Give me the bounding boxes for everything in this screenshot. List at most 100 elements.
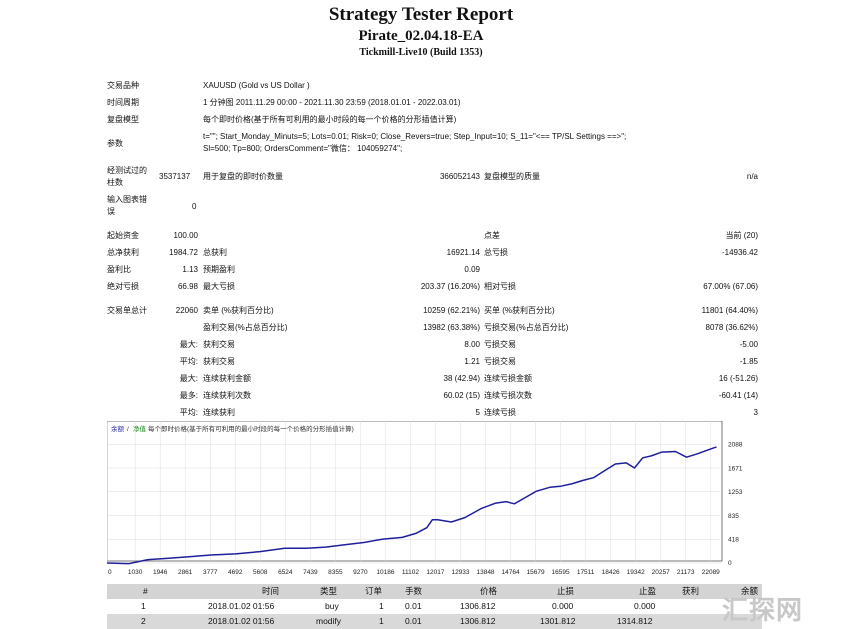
col-header-lots: 手数 xyxy=(405,586,423,596)
period-label: 时间周期 xyxy=(107,98,139,107)
largest-loss-value: -5.00 xyxy=(739,340,758,349)
mismatch-label-line2: 误 xyxy=(107,207,115,216)
ea-name: Pirate_02.04.18-EA xyxy=(358,28,484,44)
x-tick-label: 12017 xyxy=(426,569,444,576)
col-header-tp: 止盈 xyxy=(639,586,657,596)
average-loss-value: -1.85 xyxy=(739,357,758,366)
table-row: 2 2018.01.02 01:56 modify 1 0.01 1306.81… xyxy=(107,614,762,629)
abs-drawdown-value: 66.98 xyxy=(177,282,198,291)
legend-model: 每个即时价格(基于所有可利用的最小时段的每一个价格的分形插值计算) xyxy=(148,424,354,433)
col-header-profit: 获利 xyxy=(682,586,700,596)
gross-loss-value: -14936.42 xyxy=(721,248,758,257)
rel-drawdown-value: 67.00% (67.06) xyxy=(703,282,758,291)
x-tick-label: 5608 xyxy=(253,569,268,576)
x-tick-label: 17511 xyxy=(577,569,595,576)
x-tick-label: 12933 xyxy=(451,569,469,576)
x-tick-label: 6524 xyxy=(278,569,293,576)
x-tick-label: 0 xyxy=(108,569,112,576)
gross-profit-value: 16921.14 xyxy=(446,248,480,257)
x-tick-label: 4692 xyxy=(228,569,243,576)
avg-cons-wins-label: 连续获利 xyxy=(203,408,235,417)
x-tick-label: 7439 xyxy=(303,569,318,576)
expected-payoff-value: 0.09 xyxy=(464,265,480,274)
x-tick-label: 11102 xyxy=(402,569,419,576)
x-tick-label: 18426 xyxy=(602,569,620,576)
max-cons-wins-value: 38 (42.94) xyxy=(443,374,480,383)
symbol-label: 交易品种 xyxy=(107,81,139,90)
x-tick-label: 16595 xyxy=(552,569,570,576)
long-positions-value: 11801 (64.40%) xyxy=(701,306,758,315)
bars-label-line2: 柱数 xyxy=(107,178,123,187)
x-tick-label: 22089 xyxy=(702,569,720,576)
x-tick-label: 8355 xyxy=(328,569,343,576)
net-profit-value: 1984.72 xyxy=(169,248,198,257)
cell-number: 2 xyxy=(141,616,146,626)
parameters-value-line1: t=""; Start_Monday_Minuts=5; Lots=0.01; … xyxy=(203,132,627,141)
server-build: Tickmill-Live10 (Build 1353) xyxy=(359,47,483,58)
col-header-balance: 余额 xyxy=(741,586,759,596)
x-tick-label: 13848 xyxy=(476,569,494,576)
maximal-cons-loss-label: 连续亏损次数 xyxy=(484,391,532,400)
cell-type: buy xyxy=(325,601,339,611)
cell-price: 1306.812 xyxy=(460,616,496,626)
report-title: Strategy Tester Report xyxy=(328,4,514,25)
y-tick-label: 2088 xyxy=(728,442,743,449)
cell-tp: 1314.812 xyxy=(617,616,653,626)
largest-label: 最大: xyxy=(179,340,198,349)
maximal-label: 最多: xyxy=(179,391,198,400)
initial-deposit-value: 100.00 xyxy=(173,231,198,240)
y-tick-label: 418 xyxy=(728,537,739,544)
parameters-value-line2: Sl=500; Tp=800; OrdersComment="微信： 10405… xyxy=(203,144,403,153)
cell-lots: 0.01 xyxy=(405,616,422,626)
cell-time: 2018.01.02 01:56 xyxy=(208,601,275,611)
cell-order: 1 xyxy=(379,601,384,611)
balance-series-line xyxy=(107,446,717,565)
profit-trades-value: 13982 (63.38%) xyxy=(423,323,480,332)
spread-value: 当前 (20) xyxy=(725,231,758,240)
col-header-time: 时间 xyxy=(262,586,280,596)
cell-sl: 0.000 xyxy=(552,601,574,611)
y-tick-label: 1671 xyxy=(728,465,743,472)
max-label: 最大: xyxy=(179,374,198,383)
model-label: 复盘模型 xyxy=(107,115,139,124)
cell-price: 1306.812 xyxy=(460,601,496,611)
mismatch-value: 0 xyxy=(192,202,197,211)
short-positions-label: 卖单 (%获利百分比) xyxy=(203,306,274,315)
legend-equity: 净值 xyxy=(133,424,147,433)
table-row: 1 2018.01.02 01:56 buy 1 0.01 1306.812 0… xyxy=(107,599,762,614)
legend-separator: / xyxy=(127,426,129,433)
largest-profit-value: 8.00 xyxy=(464,340,480,349)
col-header-type: 类型 xyxy=(320,586,338,596)
col-header-sl: 止损 xyxy=(557,586,575,596)
loss-trades-label: 亏损交易(%占总百分比) xyxy=(484,323,569,332)
x-tick-label: 2861 xyxy=(178,569,193,576)
rel-drawdown-label: 相对亏损 xyxy=(484,282,516,291)
cell-type: modify xyxy=(316,616,342,626)
quality-label: 复盘模型的质量 xyxy=(484,172,540,181)
x-tick-label: 20257 xyxy=(652,569,670,576)
period-value: 1 分钟图 2011.11.29 00:00 - 2021.11.30 23:5… xyxy=(203,98,461,107)
cell-sl: 1301.812 xyxy=(540,616,576,626)
max-cons-losses-label: 连续亏损金额 xyxy=(484,374,532,383)
y-tick-label: 0 xyxy=(728,560,732,567)
cell-order: 1 xyxy=(379,616,384,626)
maximal-cons-profit-label: 连续获利次数 xyxy=(203,391,251,400)
expected-payoff-label: 预期盈利 xyxy=(203,265,235,274)
total-trades-value: 22060 xyxy=(175,306,198,315)
x-tick-label: 3777 xyxy=(203,569,218,576)
short-positions-value: 10259 (62.21%) xyxy=(423,306,480,315)
long-positions-label: 买单 (%获利百分比) xyxy=(484,306,555,315)
avg-cons-losses-value: 3 xyxy=(753,408,758,417)
ticks-value: 366052143 xyxy=(439,172,480,181)
max-cons-losses-value: 16 (-51.26) xyxy=(718,374,758,383)
table-header-row: # 时间 类型 订单 手数 价格 止损 止盈 获利 余额 xyxy=(107,584,762,599)
cell-lots: 0.01 xyxy=(405,601,422,611)
x-tick-label: 15679 xyxy=(527,569,545,576)
maximal-cons-loss-value: -60.41 (14) xyxy=(718,391,758,400)
x-tick-label: 14764 xyxy=(502,569,520,576)
balance-chart: 余额 / 净值 每个即时价格(基于所有可利用的最小时段的每一个价格的分形插值计算… xyxy=(107,421,743,576)
loss-trades-value: 8078 (36.62%) xyxy=(705,323,758,332)
x-tick-label: 1946 xyxy=(153,569,168,576)
bars-value: 3537137 xyxy=(159,172,191,181)
model-value: 每个即时价格(基于所有可利用的最小时段的每一个价格的分形插值计算) xyxy=(203,115,457,124)
